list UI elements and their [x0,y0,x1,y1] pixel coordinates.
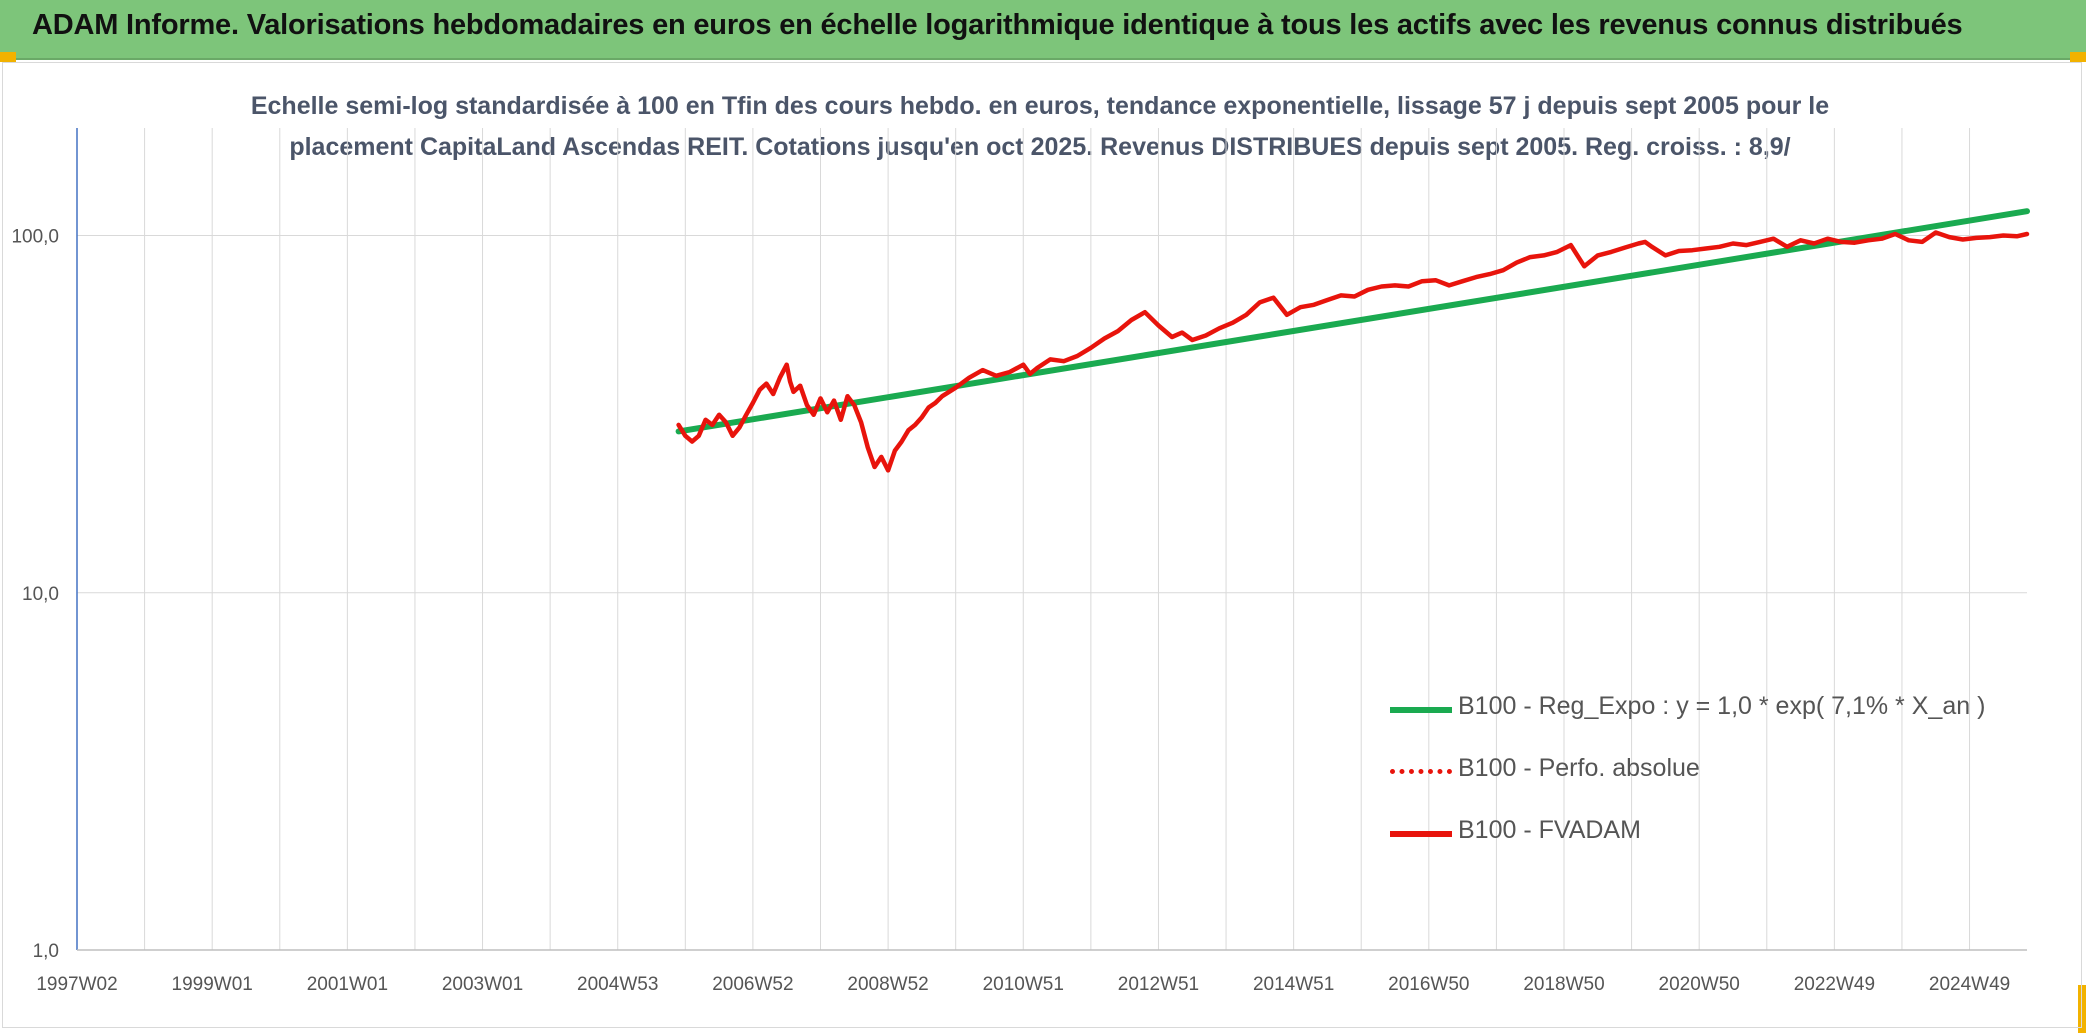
regression-line [675,208,2030,435]
chart-title-line-2: placement CapitaLand Ascendas REIT. Cota… [289,133,1791,161]
accent-corner-bottom-right [2078,985,2086,1033]
chart-title: Echelle semi-log standardisée à 100 en T… [210,86,1870,168]
series-line-2 [676,230,2030,473]
x-tick-label: 2012W51 [1118,974,1199,995]
x-tick-label: 2001W01 [307,974,388,995]
x-tick-label: 2004W53 [577,974,658,995]
x-tick-label: 2003W01 [442,974,523,995]
chart-frame [2,62,2082,1028]
x-tick-label: 2016W50 [1388,974,1469,995]
x-tick-label: 1999W01 [172,974,253,995]
x-tick-label: 2014W51 [1253,974,1334,995]
y-tick-label: 100,0 [11,227,59,248]
x-tick-label: 2024W49 [1929,974,2010,995]
page-title: ADAM Informe. Valorisations hebdomadaire… [32,9,1963,41]
legend-swatch-perfo [1390,769,1452,774]
y-tick-label: 10,0 [22,584,59,605]
x-tick-label: 2008W52 [847,974,928,995]
legend-label-fvadam: B100 - FVADAM [1458,816,1641,844]
chart-title-line-1: Echelle semi-log standardisée à 100 en T… [250,92,1830,120]
x-tick-label: 1997W02 [36,974,117,995]
header-banner: ADAM Informe. Valorisations hebdomadaire… [0,0,2086,60]
legend-swatch-regression [1390,707,1452,713]
y-tick-label: 1,0 [33,941,59,962]
x-tick-label: 2020W50 [1659,974,1740,995]
legend-label-perfo: B100 - Perfo. absolue [1458,754,1700,782]
legend-label-regression: B100 - Reg_Expo : y = 1,0 * exp( 7,1% * … [1458,692,1986,720]
legend-swatch-fvadam [1390,831,1452,837]
x-tick-label: 2006W52 [712,974,793,995]
x-tick-label: 2018W50 [1523,974,1604,995]
x-tick-label: 2010W51 [983,974,1064,995]
x-tick-label: 2022W49 [1794,974,1875,995]
accent-corner-left [0,52,16,62]
accent-corner-right [2070,52,2086,62]
